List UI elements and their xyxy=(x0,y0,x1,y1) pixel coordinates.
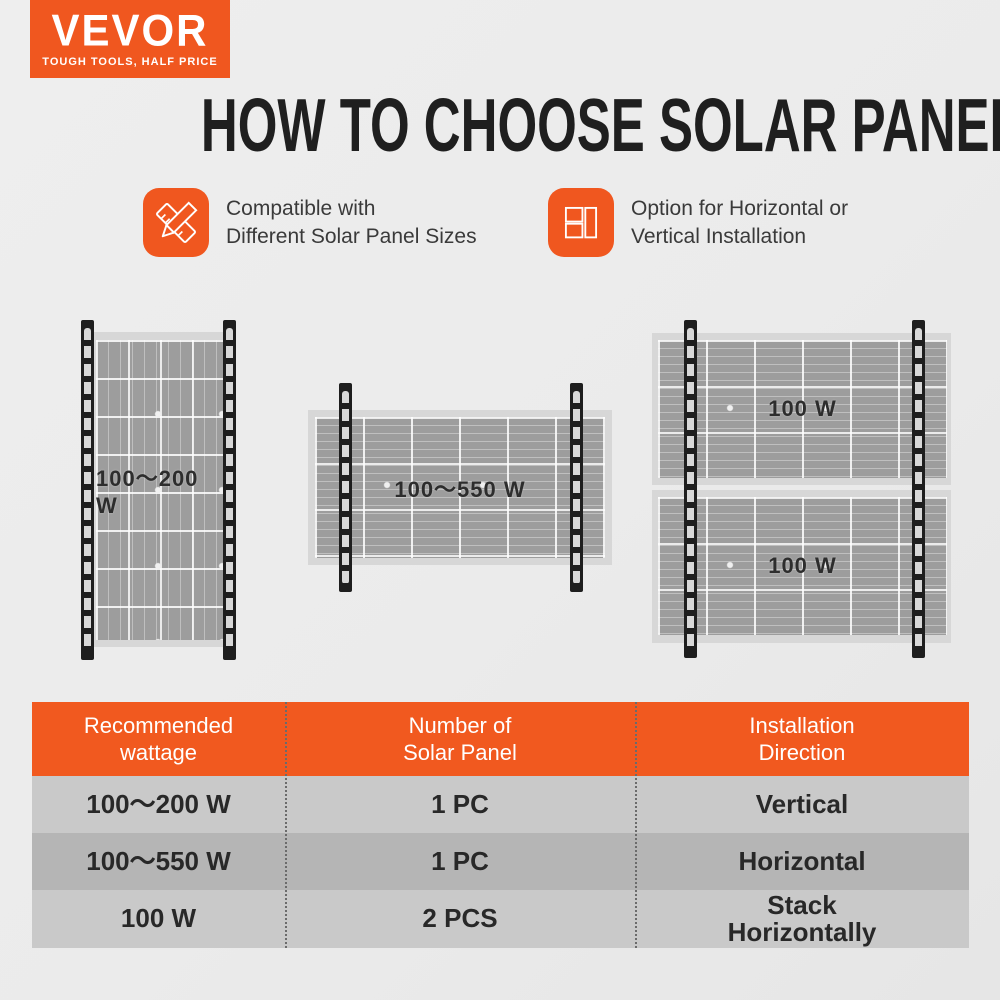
mounting-rail xyxy=(684,320,697,658)
table-cell-wattage: 100～550 W xyxy=(86,845,231,876)
feature-installation-direction-label: Option for Horizontal or Vertical Instal… xyxy=(631,196,849,248)
table-row: 100～200 W 1 PC Vertical xyxy=(32,776,969,833)
table-row: 100～550 W 1 PC Horizontal xyxy=(32,833,969,890)
table-cell-wattage: 100～200 W xyxy=(86,788,231,819)
page-title: HOW TO CHOOSE SOLAR PANELS xyxy=(200,83,1000,167)
panel-wattage-label: 100 W xyxy=(768,553,837,578)
table-column-divider xyxy=(635,702,637,948)
solar-panel-vertical: 100～200 W xyxy=(96,340,223,640)
table-header-direction: Installation Direction xyxy=(749,712,855,766)
table-column-divider xyxy=(285,702,287,948)
solar-panel-stacked-top: 100 W xyxy=(658,340,947,478)
window-panes-icon xyxy=(548,188,614,257)
mounting-rail xyxy=(570,383,583,592)
table-cell-number: 2 PCS xyxy=(422,903,498,934)
table-cell-direction: Horizontal xyxy=(738,845,866,876)
brand-name: VEVOR xyxy=(51,5,209,56)
solar-panel-stacked-bottom: 100 W xyxy=(658,497,947,635)
feature-panel-sizes: Compatible with Different Solar Panel Si… xyxy=(143,188,477,257)
feature-installation-direction: Option for Horizontal or Vertical Instal… xyxy=(548,188,848,257)
table-cell-number: 1 PC xyxy=(431,845,489,876)
mounting-rail xyxy=(81,320,94,660)
mounting-rail xyxy=(223,320,236,660)
panel-wattage-label: 100～200 W xyxy=(96,466,199,518)
ruler-pencil-icon xyxy=(143,188,209,257)
brand-logo: VEVOR TOUGH TOOLS, HALF PRICE xyxy=(30,0,230,78)
panel-wattage-label: 100 W xyxy=(768,396,837,421)
table-cell-number: 1 PC xyxy=(431,788,489,819)
brand-tagline: TOUGH TOOLS, HALF PRICE xyxy=(42,56,218,68)
table-cell-wattage: 100 W xyxy=(120,903,197,934)
feature-panel-sizes-label: Compatible with Different Solar Panel Si… xyxy=(226,196,477,248)
solar-panel-horizontal: 100～550 W xyxy=(315,417,605,558)
table-row: 100 W 2 PCS Stack Horizontally xyxy=(32,890,969,948)
mounting-rail xyxy=(912,320,925,658)
table-header-wattage: Recommended wattage xyxy=(83,712,234,766)
table-header-row: Recommended wattage Number of Solar Pane… xyxy=(32,702,969,776)
spec-table: Recommended wattage Number of Solar Pane… xyxy=(32,702,969,948)
mounting-rail xyxy=(339,383,352,592)
table-cell-direction: Vertical xyxy=(755,788,849,819)
panel-wattage-label: 100～550 W xyxy=(394,476,526,502)
table-cell-direction: Stack Horizontally xyxy=(727,889,877,947)
table-header-number: Number of Solar Panel xyxy=(403,712,517,766)
